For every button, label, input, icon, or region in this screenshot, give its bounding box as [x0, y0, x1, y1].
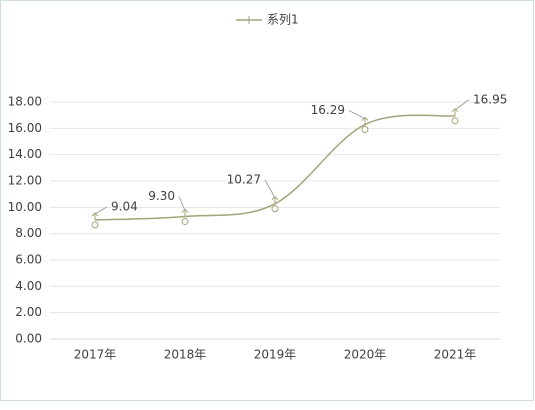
x-tick-label: 2020年: [344, 348, 387, 362]
leader-line: [94, 206, 108, 215]
data-label: 16.29: [311, 103, 345, 117]
y-tick-label: 4.00: [15, 279, 42, 293]
x-tick-label: 2018年: [164, 348, 207, 362]
point-arrow: [451, 108, 459, 116]
x-tick-label: 2019年: [254, 348, 297, 362]
y-tick-label: 12.00: [8, 174, 42, 188]
x-tick-label: 2017年: [74, 348, 117, 362]
legend-label: 系列1: [267, 13, 299, 27]
point-marker: [271, 205, 279, 213]
y-tick-label: 0.00: [15, 332, 42, 346]
point-arrow: [361, 116, 369, 125]
y-tick-label: 8.00: [15, 226, 42, 240]
point-marker: [91, 221, 99, 229]
y-tick-label: 6.00: [15, 253, 42, 267]
chart-border: [0, 0, 534, 401]
data-label: 9.30: [148, 189, 175, 203]
y-tick-label: 2.00: [15, 305, 42, 319]
point-arrow: [91, 212, 99, 220]
y-tick-label: 16.00: [8, 121, 42, 135]
leader-line: [348, 110, 366, 119]
data-label: 16.95: [473, 92, 507, 106]
leader-line: [178, 196, 186, 211]
x-tick-label: 2021年: [434, 348, 477, 362]
data-label: 10.27: [227, 172, 261, 186]
leader-line: [264, 179, 276, 199]
point-marker: [451, 117, 459, 125]
point-marker: [181, 218, 189, 226]
leader-line: [454, 99, 470, 111]
y-tick-label: 10.00: [8, 200, 42, 214]
y-tick-label: 18.00: [8, 95, 42, 109]
y-tick-label: 14.00: [8, 147, 42, 161]
point-marker: [361, 126, 369, 134]
data-label: 9.04: [111, 199, 138, 213]
